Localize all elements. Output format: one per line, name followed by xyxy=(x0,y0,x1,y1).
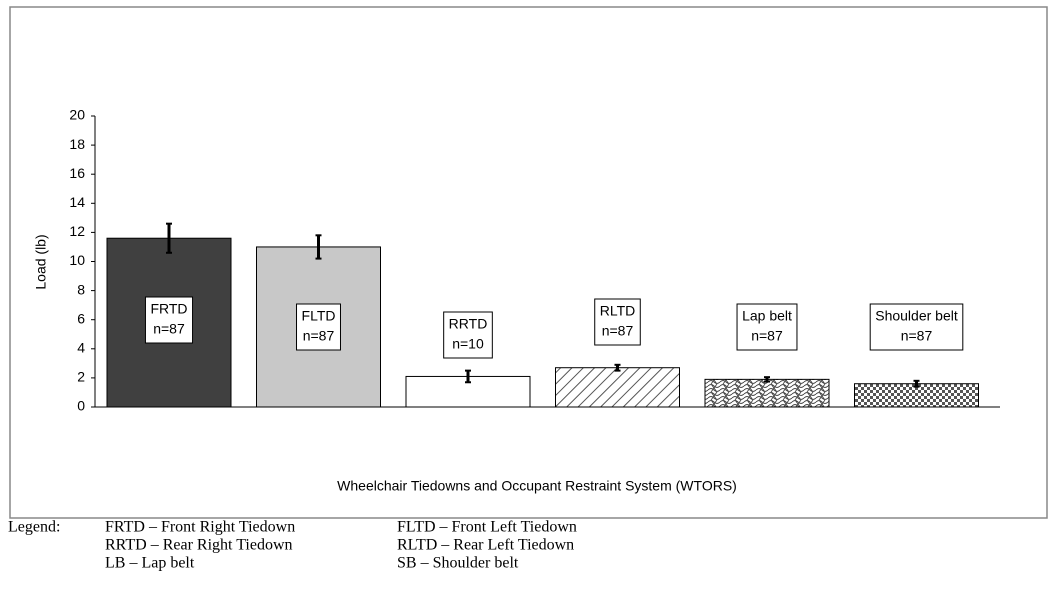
y-tick-label: 12 xyxy=(69,223,85,239)
sample-size-label: n=10 xyxy=(452,336,484,352)
bar xyxy=(555,367,680,408)
error-bar xyxy=(465,369,471,384)
y-tick-label: 14 xyxy=(69,194,85,210)
category-label: FRTD xyxy=(150,301,187,317)
y-axis-label: Load (lb) xyxy=(33,234,49,289)
y-tick-label: 10 xyxy=(69,252,85,268)
sample-size-label: n=87 xyxy=(602,323,634,339)
category-label: Shoulder belt xyxy=(875,308,958,324)
sample-size-label: n=87 xyxy=(153,321,185,337)
sample-size-label: n=87 xyxy=(303,328,335,344)
category-label-box xyxy=(296,303,341,351)
error-bar xyxy=(315,234,322,260)
error-bar xyxy=(764,376,770,383)
y-tick-label: 8 xyxy=(77,281,85,297)
y-tick-label: 0 xyxy=(77,398,85,414)
y-tick-label: 20 xyxy=(69,107,85,123)
category-label: FLTD xyxy=(302,308,336,324)
x-axis-label: Wheelchair Tiedowns and Occupant Restrai… xyxy=(337,478,737,494)
error-bar xyxy=(614,363,621,372)
error-bar xyxy=(166,222,172,254)
category-label-box xyxy=(736,303,798,351)
legend-label: Legend: xyxy=(8,519,60,536)
category-label-box xyxy=(144,296,194,344)
sample-size-label: n=87 xyxy=(901,328,933,344)
bar xyxy=(704,378,830,408)
category-label-box xyxy=(869,303,964,351)
y-tick-label: 18 xyxy=(69,136,85,152)
legend-entry: FLTD – Front Left Tiedown xyxy=(397,519,577,536)
legend-entry: SB – Shoulder belt xyxy=(397,555,519,572)
error-bar xyxy=(913,379,920,388)
category-label-box xyxy=(443,311,493,359)
category-label: RLTD xyxy=(600,303,636,319)
sample-size-label: n=87 xyxy=(751,328,783,344)
category-label-box xyxy=(594,298,641,346)
legend-entry: FRTD – Front Right Tiedown xyxy=(105,519,295,536)
category-label: RRTD xyxy=(449,316,488,332)
category-label: Lap belt xyxy=(742,308,792,324)
y-tick-label: 6 xyxy=(77,310,85,326)
legend-entry: RRTD – Rear Right Tiedown xyxy=(105,537,293,554)
legend-entry: LB – Lap belt xyxy=(105,555,195,572)
legend-entry: RLTD – Rear Left Tiedown xyxy=(397,537,574,554)
y-tick-label: 16 xyxy=(69,165,85,181)
y-tick-label: 2 xyxy=(77,369,85,385)
y-tick-label: 4 xyxy=(77,340,85,356)
